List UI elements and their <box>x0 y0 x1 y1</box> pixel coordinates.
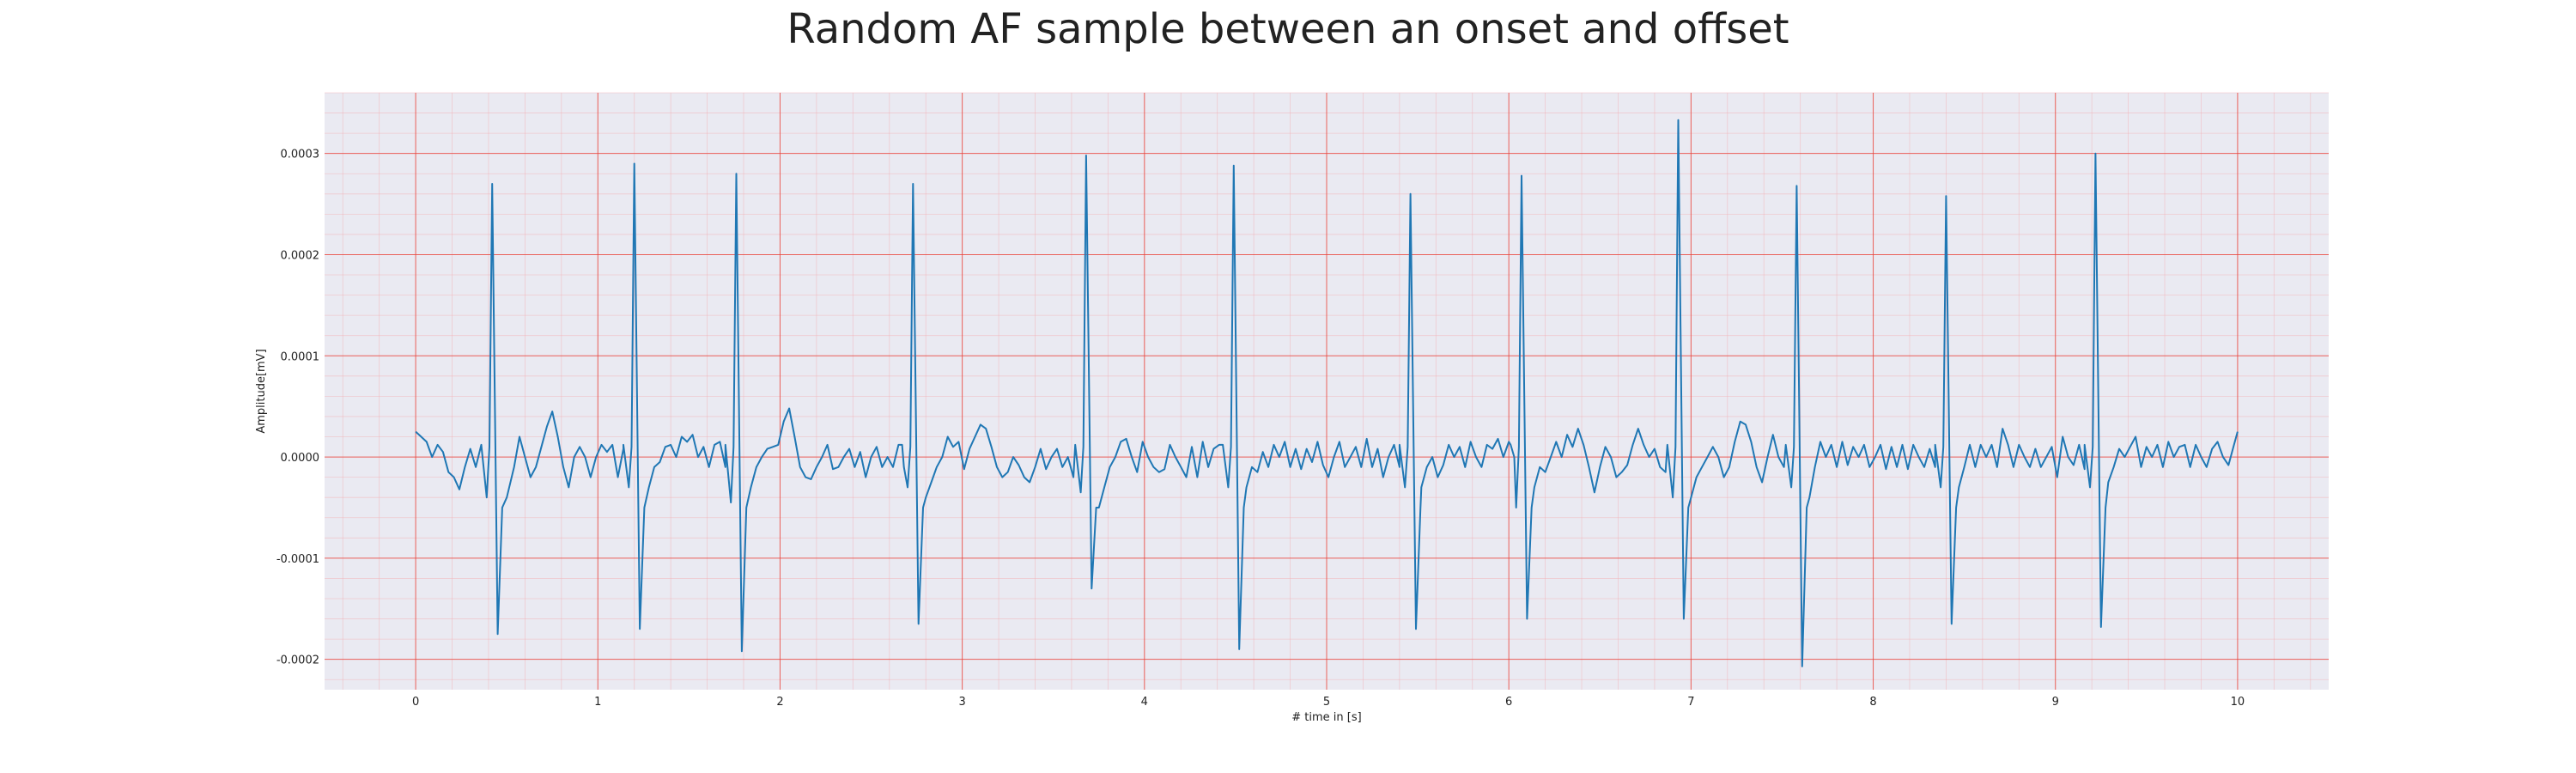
chart-title: Random AF sample between an onset and of… <box>787 5 1789 53</box>
x-tick-label: 7 <box>1687 696 1694 709</box>
x-tick-label: 4 <box>1141 696 1148 709</box>
major-grid <box>325 93 2329 690</box>
x-tick-label: 10 <box>2231 696 2245 709</box>
y-tick-labels: -0.0002 -0.0001 0.0000 0.0001 0.0002 0.0003 <box>276 149 319 667</box>
ecg-trace-line <box>415 119 2239 667</box>
x-tick-label: 0 <box>412 696 419 709</box>
x-tick-label: 3 <box>958 696 965 709</box>
x-tick-label: 8 <box>1869 696 1876 709</box>
x-tick-label: 5 <box>1323 696 1330 709</box>
y-tick-label: 0.0001 <box>281 350 320 363</box>
y-tick-label: -0.0001 <box>276 553 319 566</box>
y-tick-label: 0.0000 <box>281 452 320 465</box>
series-layer <box>415 119 2239 667</box>
x-tick-label: 1 <box>594 696 601 709</box>
y-tick-label: -0.0002 <box>276 654 319 667</box>
x-tick-labels: 0 1 2 3 4 5 6 7 8 9 10 <box>412 696 2245 709</box>
y-tick-label: 0.0003 <box>281 149 320 161</box>
x-tick-label: 6 <box>1505 696 1512 709</box>
y-tick-label: 0.0002 <box>281 249 320 262</box>
x-tick-label: 2 <box>776 696 783 709</box>
x-tick-label: 9 <box>2052 696 2059 709</box>
x-axis-label: # time in [s] <box>1291 711 1361 724</box>
y-axis-label: Amplitude[mV] <box>255 349 268 433</box>
